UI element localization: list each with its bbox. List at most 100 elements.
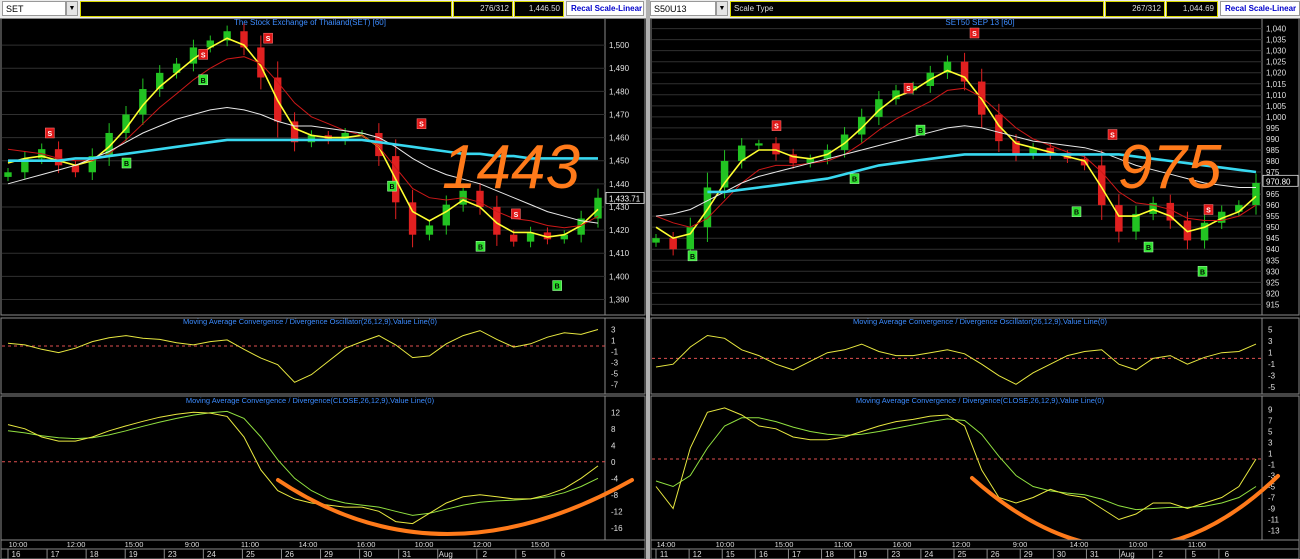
left-price-tick-label: 1,480	[609, 87, 630, 96]
right-osc-tick-label: 1	[1268, 349, 1273, 358]
right-date-label: 25	[958, 550, 967, 559]
right-date-label: 30	[1057, 550, 1066, 559]
left-time-label: 16:00	[357, 540, 376, 549]
right-recal-scale-button[interactable]: Recal Scale-Linear	[1220, 1, 1300, 16]
right-candle-body	[1166, 202, 1175, 221]
left-time-label: 9:00	[185, 540, 200, 549]
left-time-label: 10:00	[415, 540, 434, 549]
left-buy-signal-label: B	[201, 78, 206, 85]
right-trend-curve-annotation	[970, 474, 1280, 550]
right-ma-cyan-line	[707, 153, 1257, 194]
left-candle-body	[71, 165, 80, 173]
pane-divider[interactable]	[646, 0, 650, 559]
right-candle-body	[669, 238, 677, 250]
right-scale-field[interactable]: Scale Type	[730, 1, 1104, 17]
right-candle-body	[1149, 202, 1157, 214]
right-osc-tick-label: 5	[1268, 326, 1273, 335]
left-trend-curve-annotation	[276, 478, 634, 536]
right-time-label: 12:00	[952, 540, 971, 549]
right-price-tick-label: 1,010	[1266, 91, 1287, 100]
left-date-label: 23	[168, 550, 177, 559]
right-macd-tick-label: -9	[1268, 505, 1276, 514]
left-candle-body	[425, 225, 434, 235]
left-date-label: 6	[561, 550, 566, 559]
left-osc-tick-label: -1	[611, 348, 619, 357]
right-chart-title: SET50 SEP 13 [60]	[945, 18, 1014, 27]
right-date-label: 18	[825, 550, 834, 559]
right-candle-body	[960, 61, 969, 82]
left-candle-body	[543, 232, 552, 240]
right-candle-body	[737, 145, 746, 161]
right-buy-signal-label: B	[1074, 210, 1079, 217]
left-macd-tick-label: -4	[611, 474, 619, 483]
right-price-tick-label: 955	[1266, 212, 1280, 221]
left-candle-body	[290, 121, 299, 143]
left-symbol-field[interactable]: SET	[2, 1, 66, 16]
right-macd-tick-label: 1	[1268, 450, 1273, 459]
right-big-number-annotation: 975	[1118, 133, 1222, 202]
left-time-label: 15:00	[125, 540, 144, 549]
right-sell-signal-label: S	[1206, 208, 1211, 215]
right-time-label: 9:00	[1013, 540, 1028, 549]
right-price-tick-label: 965	[1266, 190, 1280, 199]
right-sell-signal-label: S	[906, 86, 911, 93]
left-ma-red-line	[7, 56, 599, 229]
left-macd-title: Moving Average Convergence / Divergence(…	[186, 396, 435, 405]
right-symbol-dropdown-icon[interactable]: ▼	[716, 1, 728, 16]
left-macd-tick-label: 0	[611, 458, 616, 467]
left-price-tick-label: 1,460	[609, 134, 630, 143]
left-candle-body	[122, 114, 130, 133]
right-price-tick-label: 995	[1266, 124, 1280, 133]
right-buy-signal	[1143, 241, 1154, 253]
left-candle-body	[240, 31, 248, 48]
left-osc-tick-label: 1	[611, 337, 616, 346]
left-sell-signal-label: S	[514, 212, 519, 219]
right-buy-signal	[849, 173, 860, 184]
right-macd-tick-label: -1	[1268, 461, 1276, 470]
right-price-tick-label: 925	[1266, 278, 1280, 287]
left-date-label: 26	[285, 550, 294, 559]
right-time-label: 11:00	[834, 540, 852, 549]
right-candle-body	[1183, 220, 1192, 241]
right-price-tick-label: 980	[1266, 157, 1280, 166]
left-price-tick-label: 1,440	[609, 180, 630, 189]
left-macd-tick-label: -12	[611, 507, 623, 516]
left-date-label: 29	[324, 550, 333, 559]
left-buy-signal-label: B	[478, 244, 483, 251]
right-candle-body	[1097, 165, 1106, 206]
left-osc-panel-frame	[0, 317, 646, 395]
left-recal-scale-button[interactable]: Recal Scale-Linear	[566, 1, 644, 16]
right-macd-tick-label: 3	[1268, 439, 1273, 448]
left-date-label: 17	[51, 550, 60, 559]
left-buy-signal-label: B	[124, 161, 129, 168]
right-candle-body	[772, 143, 780, 155]
right-candle-body	[943, 61, 952, 73]
right-osc-panel-frame	[650, 317, 1300, 395]
right-symbol-field[interactable]: S50U13	[650, 1, 716, 16]
right-candle-body	[652, 238, 660, 243]
right-buy-signal-label: B	[690, 254, 695, 261]
right-price-tick-label: 1,015	[1266, 80, 1287, 89]
left-price-box-text: 1,446.50	[528, 4, 560, 13]
left-macd-signal-line	[7, 410, 599, 516]
right-date-label: 15	[726, 550, 735, 559]
left-time-label: 14:00	[299, 540, 318, 549]
left-sell-signal	[45, 127, 55, 139]
right-osc-tick-label: -5	[1268, 383, 1276, 392]
right-time-label: 15:00	[775, 540, 794, 549]
right-ma-red-line	[655, 87, 1257, 228]
left-osc-tick-label: -5	[611, 370, 619, 379]
left-price-tick-label: 1,410	[609, 249, 630, 258]
right-time-label: 14:00	[657, 540, 676, 549]
left-price-tick-label: 1,420	[609, 226, 630, 235]
left-candle-body	[510, 234, 518, 242]
right-date-label: 12	[693, 550, 702, 559]
left-macd-tick-label: 8	[611, 425, 616, 434]
right-date-label: 31	[1090, 550, 1099, 559]
right-macd-tick-label: -7	[1268, 494, 1276, 503]
left-symbol-dropdown-icon[interactable]: ▼	[66, 1, 78, 16]
left-scale-field[interactable]	[80, 1, 452, 17]
right-price-tick-label: 950	[1266, 223, 1280, 232]
left-price-box: 1,446.50	[514, 1, 564, 17]
right-time-label: 10:00	[716, 540, 735, 549]
